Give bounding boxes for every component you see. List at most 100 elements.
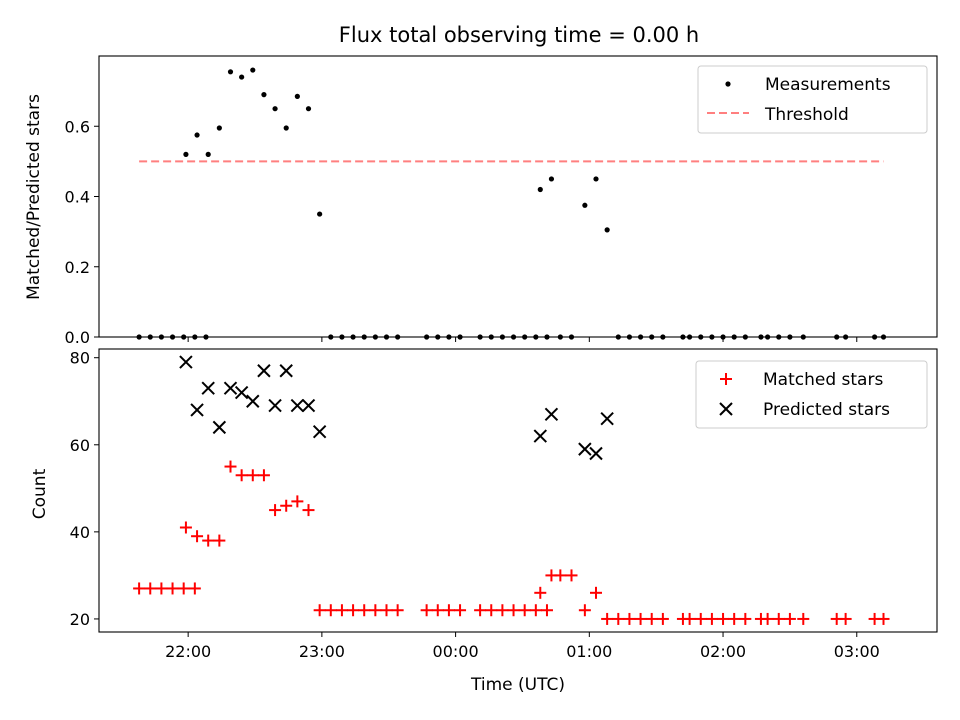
measurement-point	[136, 334, 142, 340]
matched-stars-point	[554, 569, 567, 582]
measurement-point	[147, 334, 153, 340]
measurement-point	[203, 334, 209, 340]
measurement-point	[742, 334, 748, 340]
measurement-point	[446, 334, 452, 340]
x-tick-label: 01:00	[566, 642, 612, 661]
count-panel-y-tick-label: 60	[70, 436, 90, 455]
ratio-panel-x-ticks	[187, 337, 858, 342]
matched-stars-point	[529, 604, 542, 617]
measurement-point	[880, 334, 887, 340]
predicted-stars-point	[600, 411, 614, 426]
ratio-panel-y-tick-label: 0.6	[65, 117, 90, 136]
matched-stars-point	[590, 586, 603, 599]
predicted-stars-point	[533, 429, 547, 443]
measurement-point	[294, 93, 300, 99]
legend-matched-marker	[720, 373, 732, 385]
x-tick-label: 00:00	[433, 642, 479, 661]
matched-stars-point	[324, 604, 337, 617]
predicted-stars-point	[179, 355, 193, 369]
measurement-point	[424, 334, 430, 340]
count-panel-y-ticks: 20 40 60 80	[70, 349, 99, 629]
matched-stars-point	[431, 604, 444, 617]
matched-stars-point	[565, 569, 578, 582]
matched-stars-point	[728, 612, 741, 625]
measurement-point	[192, 334, 198, 340]
predicted-stars-point	[279, 364, 293, 378]
matched-stars-point	[347, 604, 360, 617]
matched-stars-point	[380, 604, 393, 617]
matched-stars-point	[485, 604, 498, 617]
count-panel-legend: Matched stars Predicted stars	[695, 360, 928, 429]
predicted-stars-point	[312, 425, 327, 439]
measurement-point	[305, 106, 312, 112]
measurement-point	[181, 334, 187, 340]
measurement-point	[871, 334, 878, 340]
matched-stars-point	[454, 604, 467, 617]
matched-stars-point	[739, 612, 752, 625]
ratio-panel-y-axis-label: Matched/Predicted stars	[24, 94, 44, 300]
matched-stars-point	[507, 604, 520, 617]
matched-stars-point	[166, 582, 179, 595]
predicted-stars-point	[201, 381, 215, 395]
measurement-point	[557, 334, 563, 340]
matched-stars-point	[213, 534, 226, 547]
legend-measurements-marker	[725, 81, 731, 87]
matched-stars-point	[442, 604, 455, 617]
measurement-point	[250, 67, 256, 73]
measurement-point	[731, 334, 737, 340]
measurement-point	[272, 106, 278, 112]
measurement-point	[488, 334, 494, 340]
matched-stars-point	[783, 612, 796, 625]
matched-stars-point	[302, 504, 315, 517]
predicted-stars-point	[246, 394, 260, 408]
measurement-point	[317, 211, 323, 217]
predicted-stars-point	[190, 403, 204, 417]
predicted-stars-point	[578, 442, 592, 456]
predicted-stars-point	[223, 381, 238, 395]
predicted-stars-point	[589, 446, 603, 461]
matched-stars-point	[144, 582, 157, 595]
measurement-point	[169, 334, 176, 340]
matched-stars-point	[534, 586, 547, 599]
ratio-panel-y-tick-label: 0.2	[65, 258, 90, 277]
ratio-panel-y-tick-label: 0.4	[65, 188, 90, 207]
matched-stars-point	[877, 612, 890, 625]
x-axis-label: Time (UTC)	[470, 675, 565, 695]
legend-matched-label: Matched stars	[763, 370, 883, 390]
matched-stars-point	[623, 612, 636, 625]
measurement-point	[649, 334, 655, 340]
matched-stars-point	[601, 612, 614, 625]
matched-stars-point	[772, 612, 785, 625]
measurement-point	[227, 69, 234, 75]
ratio-panel-y-ticks: 0.0 0.2 0.4 0.6	[65, 117, 99, 347]
matched-stars-point	[496, 604, 509, 617]
measurement-point	[593, 176, 599, 182]
measurement-point	[383, 334, 390, 340]
matched-stars-point	[839, 612, 852, 625]
measurement-point	[533, 334, 539, 340]
matched-stars-point	[540, 604, 553, 617]
measurement-point	[522, 334, 528, 340]
matched-stars-point	[683, 612, 696, 625]
legend-threshold-label: Threshold	[764, 105, 849, 125]
predicted-stars-point	[212, 420, 227, 435]
legend-measurements-label: Measurements	[765, 75, 891, 95]
matched-stars-point	[391, 604, 404, 617]
count-panel-y-axis-label: Count	[30, 468, 50, 519]
matched-stars-point	[705, 612, 718, 625]
matched-stars-point	[474, 604, 487, 617]
measurement-point	[158, 334, 165, 340]
measurement-point	[435, 334, 441, 340]
matched-stars-point	[369, 604, 382, 617]
measurement-point	[758, 334, 764, 340]
measurement-point	[776, 334, 782, 340]
matched-stars-point	[578, 604, 591, 617]
x-tick-label: 22:00	[165, 642, 211, 661]
count-panel-frame	[98, 348, 938, 633]
ratio-panel: 0.0 0.2 0.4 0.6 Matched/Predicted stars Mea…	[24, 55, 938, 347]
legend-predicted-marker	[719, 402, 733, 416]
matched-stars-point	[358, 604, 371, 617]
measurement-point	[626, 334, 633, 340]
measurement-point	[183, 151, 189, 157]
ratio-panel-marks	[136, 67, 887, 340]
